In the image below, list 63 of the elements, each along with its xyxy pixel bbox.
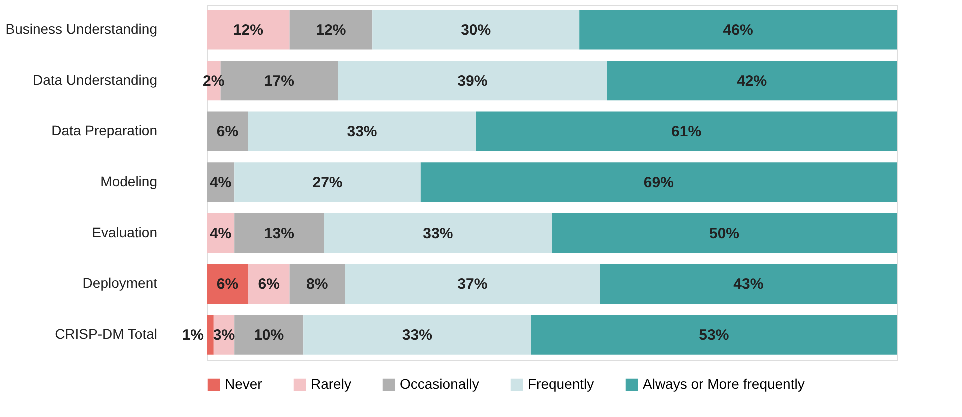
- data-label: 53%: [699, 327, 730, 344]
- y-tick-label: Deployment: [82, 275, 158, 292]
- data-label: 27%: [312, 174, 343, 192]
- data-label: 61%: [672, 124, 702, 141]
- legend-label: Occasionally: [400, 376, 480, 392]
- data-label: 6%: [216, 124, 239, 141]
- data-label: 8%: [306, 276, 328, 294]
- data-label: 6%: [216, 276, 239, 294]
- data-label: 50%: [709, 225, 740, 242]
- data-label: 12%: [316, 22, 346, 39]
- bar: [207, 10, 290, 50]
- data-label: 13%: [264, 225, 294, 242]
- bar: [476, 112, 897, 152]
- data-label: 37%: [458, 276, 488, 294]
- bar: [552, 214, 897, 254]
- bar: [372, 10, 580, 50]
- data-label: 2%: [203, 72, 225, 90]
- y-tick-label: Data Preparation: [52, 122, 158, 139]
- legend-label: Frequently: [528, 376, 594, 392]
- bar: [290, 264, 345, 304]
- legend-label: Always or More frequently: [643, 376, 805, 392]
- bar: [580, 10, 897, 50]
- y-tick-label: CRISP-DM Total: [55, 326, 158, 342]
- bar: [234, 214, 324, 254]
- data-label: 4%: [210, 225, 232, 242]
- bar: [248, 264, 290, 304]
- legend-label: Never: [225, 376, 263, 392]
- bar: [207, 315, 214, 355]
- legend-label: Rarely: [311, 376, 352, 392]
- bar: [248, 112, 476, 152]
- bar: [338, 60, 608, 101]
- y-tick-label: Business Understanding: [6, 20, 158, 37]
- y-tick-label: Modeling: [100, 174, 158, 190]
- bar: [234, 315, 304, 355]
- bar: [607, 60, 897, 101]
- bar: [345, 264, 600, 304]
- bar: [304, 315, 532, 355]
- bar: [207, 112, 248, 152]
- y-tick-label: Data Understanding: [32, 72, 158, 88]
- data-label: 39%: [458, 72, 488, 90]
- data-label: 10%: [254, 327, 284, 344]
- bar: [600, 264, 897, 304]
- data-label: 33%: [347, 124, 378, 141]
- data-label: 1%: [182, 327, 204, 344]
- data-label: 46%: [723, 22, 754, 39]
- data-label: 69%: [644, 174, 674, 192]
- data-label: 12%: [233, 22, 264, 39]
- bar: [324, 214, 552, 254]
- data-label: 3%: [213, 327, 236, 344]
- data-label: 43%: [734, 276, 764, 294]
- data-label: 6%: [258, 276, 280, 294]
- y-tick-label: Evaluation: [92, 224, 158, 240]
- data-label: 42%: [737, 72, 768, 90]
- bar: [207, 264, 248, 304]
- data-label: 17%: [264, 72, 294, 90]
- bar: [234, 162, 421, 202]
- data-label: 4%: [210, 174, 232, 192]
- data-label: 33%: [402, 327, 432, 344]
- data-label: 30%: [461, 22, 492, 39]
- bar: [531, 315, 897, 355]
- bar: [420, 162, 897, 202]
- bar: [290, 10, 373, 50]
- data-label: 33%: [423, 225, 454, 242]
